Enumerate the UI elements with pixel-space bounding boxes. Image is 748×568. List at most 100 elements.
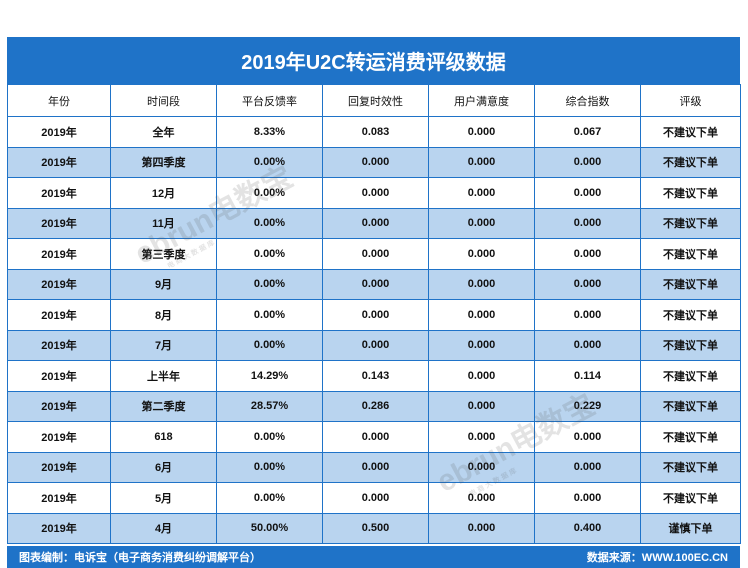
rating-cell: 不建议下单 bbox=[640, 329, 741, 361]
feedback-rate-cell: 28.57% bbox=[216, 390, 323, 422]
rating-table: 年份 时间段 平台反馈率 回复时效性 用户满意度 综合指数 评级 2019年 全年 8.33% 0… bbox=[7, 84, 741, 544]
satisfaction-cell: 0.000 bbox=[428, 146, 535, 178]
table-header-row: 年份 时间段 平台反馈率 回复时效性 用户满意度 综合指数 评级 bbox=[7, 84, 741, 117]
reply-timeliness-cell: 0.000 bbox=[322, 329, 429, 361]
feedback-rate-cell: 0.00% bbox=[216, 329, 323, 361]
feedback-rate-cell: 0.00% bbox=[216, 238, 323, 270]
reply-timeliness-cell: 0.083 bbox=[322, 116, 429, 148]
composite-index-cell: 0.000 bbox=[534, 146, 641, 178]
reply-timeliness-cell: 0.000 bbox=[322, 238, 429, 270]
reply-timeliness-cell: 0.000 bbox=[322, 482, 429, 514]
year-cell: 2019年 bbox=[7, 329, 111, 361]
satisfaction-cell: 0.000 bbox=[428, 116, 535, 148]
reply-timeliness-cell: 0.000 bbox=[322, 177, 429, 209]
period-cell: 9月 bbox=[110, 268, 217, 300]
table-title: 2019年U2C转运消费评级数据 bbox=[7, 37, 740, 84]
satisfaction-cell: 0.000 bbox=[428, 329, 535, 361]
rating-cell: 不建议下单 bbox=[640, 238, 741, 270]
satisfaction-cell: 0.000 bbox=[428, 421, 535, 453]
feedback-rate-cell: 0.00% bbox=[216, 177, 323, 209]
period-cell: 618 bbox=[110, 421, 217, 453]
year-cell: 2019年 bbox=[7, 268, 111, 300]
satisfaction-cell: 0.000 bbox=[428, 482, 535, 514]
rating-cell: 不建议下单 bbox=[640, 482, 741, 514]
composite-index-cell: 0.000 bbox=[534, 329, 641, 361]
rating-cell: 不建议下单 bbox=[640, 451, 741, 483]
column-header: 年份 bbox=[7, 84, 111, 117]
table-row: 2019年 第二季度 28.57% 0.286 0.000 0.229 不建议下单 bbox=[7, 390, 741, 422]
table-row: 2019年 5月 0.00% 0.000 0.000 0.000 不建议下单 bbox=[7, 482, 741, 514]
table-row: 2019年 4月 50.00% 0.500 0.000 0.400 谨慎下单 bbox=[7, 512, 741, 544]
table-row: 2019年 618 0.00% 0.000 0.000 0.000 不建议下单 bbox=[7, 421, 741, 453]
satisfaction-cell: 0.000 bbox=[428, 451, 535, 483]
period-cell: 上半年 bbox=[110, 360, 217, 392]
table-row: 2019年 全年 8.33% 0.083 0.000 0.067 不建议下单 bbox=[7, 116, 741, 148]
composite-index-cell: 0.000 bbox=[534, 268, 641, 300]
composite-index-cell: 0.000 bbox=[534, 482, 641, 514]
table-row: 2019年 6月 0.00% 0.000 0.000 0.000 不建议下单 bbox=[7, 451, 741, 483]
year-cell: 2019年 bbox=[7, 482, 111, 514]
rating-cell: 不建议下单 bbox=[640, 177, 741, 209]
feedback-rate-cell: 0.00% bbox=[216, 268, 323, 300]
period-cell: 第二季度 bbox=[110, 390, 217, 422]
year-cell: 2019年 bbox=[7, 207, 111, 239]
year-cell: 2019年 bbox=[7, 299, 111, 331]
feedback-rate-cell: 50.00% bbox=[216, 512, 323, 544]
period-cell: 11月 bbox=[110, 207, 217, 239]
satisfaction-cell: 0.000 bbox=[428, 360, 535, 392]
reply-timeliness-cell: 0.286 bbox=[322, 390, 429, 422]
table-row: 2019年 8月 0.00% 0.000 0.000 0.000 不建议下单 bbox=[7, 299, 741, 331]
feedback-rate-cell: 0.00% bbox=[216, 421, 323, 453]
period-cell: 5月 bbox=[110, 482, 217, 514]
year-cell: 2019年 bbox=[7, 238, 111, 270]
composite-index-cell: 0.000 bbox=[534, 299, 641, 331]
composite-index-cell: 0.229 bbox=[534, 390, 641, 422]
rating-cell: 不建议下单 bbox=[640, 146, 741, 178]
feedback-rate-cell: 0.00% bbox=[216, 207, 323, 239]
composite-index-cell: 0.067 bbox=[534, 116, 641, 148]
year-cell: 2019年 bbox=[7, 360, 111, 392]
feedback-rate-cell: 0.00% bbox=[216, 299, 323, 331]
year-cell: 2019年 bbox=[7, 177, 111, 209]
rating-cell: 不建议下单 bbox=[640, 421, 741, 453]
column-header: 综合指数 bbox=[534, 84, 641, 117]
rating-cell: 不建议下单 bbox=[640, 390, 741, 422]
table-row: 2019年 12月 0.00% 0.000 0.000 0.000 不建议下单 bbox=[7, 177, 741, 209]
table-row: 2019年 第四季度 0.00% 0.000 0.000 0.000 不建议下单 bbox=[7, 146, 741, 178]
table-row: 2019年 第三季度 0.00% 0.000 0.000 0.000 不建议下单 bbox=[7, 238, 741, 270]
reply-timeliness-cell: 0.000 bbox=[322, 146, 429, 178]
year-cell: 2019年 bbox=[7, 512, 111, 544]
reply-timeliness-cell: 0.143 bbox=[322, 360, 429, 392]
year-cell: 2019年 bbox=[7, 146, 111, 178]
table-row: 2019年 11月 0.00% 0.000 0.000 0.000 不建议下单 bbox=[7, 207, 741, 239]
column-header: 回复时效性 bbox=[322, 84, 429, 117]
table-row: 2019年 上半年 14.29% 0.143 0.000 0.114 不建议下单 bbox=[7, 360, 741, 392]
footer-data-source: 数据来源：WWW.100EC.CN bbox=[586, 552, 728, 564]
table-row: 2019年 9月 0.00% 0.000 0.000 0.000 不建议下单 bbox=[7, 268, 741, 300]
satisfaction-cell: 0.000 bbox=[428, 512, 535, 544]
feedback-rate-cell: 0.00% bbox=[216, 451, 323, 483]
period-cell: 第三季度 bbox=[110, 238, 217, 270]
table-row: 2019年 7月 0.00% 0.000 0.000 0.000 不建议下单 bbox=[7, 329, 741, 361]
column-header: 评级 bbox=[640, 84, 741, 117]
period-cell: 8月 bbox=[110, 299, 217, 331]
column-header: 时间段 bbox=[110, 84, 217, 117]
column-header: 用户满意度 bbox=[428, 84, 535, 117]
satisfaction-cell: 0.000 bbox=[428, 299, 535, 331]
footer-source-credit: 图表编制：电诉宝（电子商务消费纠纷调解平台） bbox=[19, 552, 261, 564]
composite-index-cell: 0.000 bbox=[534, 238, 641, 270]
reply-timeliness-cell: 0.000 bbox=[322, 207, 429, 239]
feedback-rate-cell: 0.00% bbox=[216, 146, 323, 178]
feedback-rate-cell: 8.33% bbox=[216, 116, 323, 148]
reply-timeliness-cell: 0.500 bbox=[322, 512, 429, 544]
column-header: 平台反馈率 bbox=[216, 84, 323, 117]
composite-index-cell: 0.000 bbox=[534, 207, 641, 239]
rating-cell: 谨慎下单 bbox=[640, 512, 741, 544]
period-cell: 全年 bbox=[110, 116, 217, 148]
year-cell: 2019年 bbox=[7, 421, 111, 453]
rating-cell: 不建议下单 bbox=[640, 268, 741, 300]
composite-index-cell: 0.114 bbox=[534, 360, 641, 392]
composite-index-cell: 0.000 bbox=[534, 421, 641, 453]
table-body: 2019年 全年 8.33% 0.083 0.000 0.067 不建议下单 2019年 第四季… bbox=[7, 116, 741, 544]
reply-timeliness-cell: 0.000 bbox=[322, 421, 429, 453]
